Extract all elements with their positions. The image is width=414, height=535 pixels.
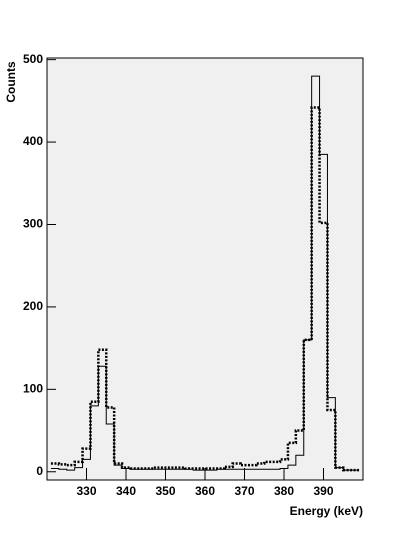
y-axis-label: Counts [4,61,18,103]
y-tick-label: 300 [23,217,43,231]
y-tick-label: 400 [23,134,43,148]
x-tick-label: 350 [155,484,175,498]
y-tick-label: 200 [23,299,43,313]
x-tick-label: 330 [76,484,96,498]
plot-area [47,58,363,480]
y-tick-label: 0 [36,464,43,478]
y-tick-label: 500 [23,52,43,66]
histogram-outline [50,106,360,472]
histogram-outline [50,75,360,471]
x-tick-label: 340 [116,484,136,498]
x-tick-label: 380 [274,484,294,498]
plot-frame [46,57,364,481]
y-tick-label: 100 [23,382,43,396]
x-tick-label: 370 [234,484,254,498]
x-tick-label: 360 [195,484,215,498]
x-tick-label: 390 [313,484,333,498]
x-axis-label: Energy (keV) [290,504,363,518]
